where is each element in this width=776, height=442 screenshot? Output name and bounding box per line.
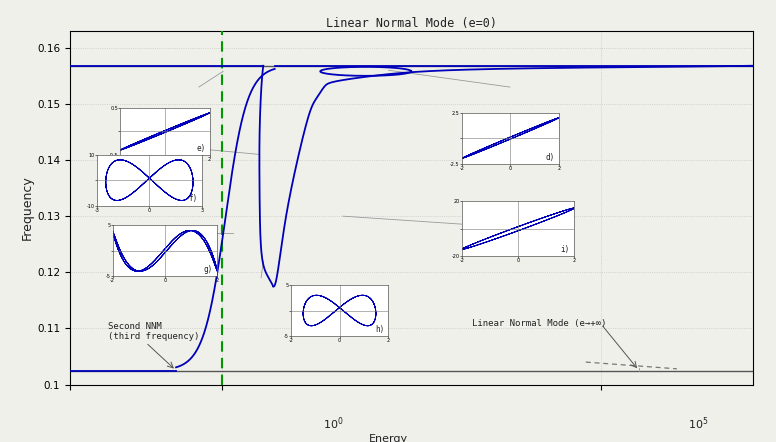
Text: e): e)	[196, 144, 206, 153]
Text: f): f)	[189, 194, 198, 203]
Text: h): h)	[375, 325, 384, 334]
Text: $10^{5}$: $10^{5}$	[688, 415, 708, 432]
Text: g): g)	[204, 265, 213, 274]
Text: d): d)	[546, 152, 555, 161]
Text: i): i)	[560, 245, 570, 254]
Text: Linear Normal Mode (e→+∞): Linear Normal Mode (e→+∞)	[472, 320, 606, 328]
Text: Second NNM
(third frequency): Second NNM (third frequency)	[108, 321, 199, 341]
Text: $10^{0}$: $10^{0}$	[324, 415, 344, 432]
Title: Linear Normal Mode (e=0): Linear Normal Mode (e=0)	[326, 17, 497, 30]
Y-axis label: Frequency: Frequency	[21, 175, 34, 240]
Text: Energy: Energy	[369, 434, 407, 442]
